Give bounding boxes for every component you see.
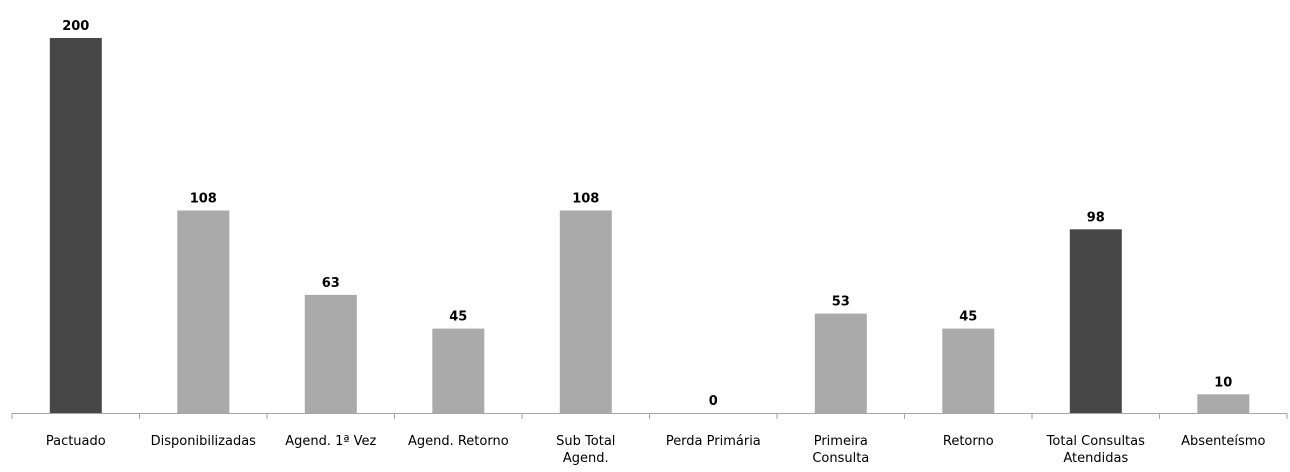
category-label-2: Agend. 1ª Vez (285, 434, 376, 449)
category-label-9: Absenteísmo (1181, 434, 1265, 449)
category-label-line: Agend. 1ª Vez (285, 434, 376, 449)
category-label-line: Disponibilizadas (151, 434, 257, 449)
value-label-3: 45 (449, 310, 467, 325)
category-label-line: Primeira (814, 434, 868, 449)
category-label-line: Perda Primária (666, 434, 761, 449)
bar-7 (942, 328, 995, 413)
category-label-7: Retorno (943, 434, 994, 449)
category-labels-group: Pactuado Disponibilizadas Agend. 1ª Vez Age… (46, 434, 1266, 466)
category-label-line: Agend. (563, 451, 609, 466)
bar-6 (814, 313, 867, 413)
category-label-line: Agend. Retorno (408, 434, 509, 449)
category-label-8: Total Consultas Atendidas (1046, 434, 1145, 466)
value-label-4: 108 (572, 192, 599, 207)
category-label-4: Sub Total Agend. (556, 434, 615, 466)
category-label-6: Primeira Consulta (812, 434, 869, 466)
bar-2 (304, 294, 357, 413)
category-label-line: Retorno (943, 434, 994, 449)
category-label-line: Pactuado (46, 434, 106, 449)
category-label-line: Total Consultas (1046, 434, 1145, 449)
category-label-1: Disponibilizadas (151, 434, 257, 449)
bar-9 (1197, 394, 1250, 414)
bar-0 (49, 38, 102, 413)
value-label-9: 10 (1214, 375, 1232, 390)
value-label-7: 45 (959, 310, 977, 325)
category-label-line: Absenteísmo (1181, 434, 1265, 449)
value-label-0: 200 (62, 19, 89, 34)
bars-group (49, 38, 1250, 414)
bar-8 (1069, 229, 1122, 414)
bar-4 (559, 210, 612, 413)
x-axis (11, 413, 1288, 419)
category-label-0: Pactuado (46, 434, 106, 449)
value-label-5: 0 (709, 394, 718, 409)
value-label-6: 53 (832, 295, 850, 310)
category-label-line: Atendidas (1063, 451, 1128, 466)
value-label-2: 63 (322, 276, 340, 291)
category-label-line: Sub Total (556, 434, 615, 449)
bar-1 (177, 210, 230, 413)
value-label-1: 108 (190, 192, 217, 207)
category-label-5: Perda Primária (666, 434, 761, 449)
category-label-line: Consulta (812, 451, 869, 466)
value-labels-group: 200 108 63 45 108 0 53 45 98 10 (62, 19, 1232, 409)
bar-3 (432, 328, 485, 413)
value-label-8: 98 (1087, 210, 1105, 225)
category-label-3: Agend. Retorno (408, 434, 509, 449)
